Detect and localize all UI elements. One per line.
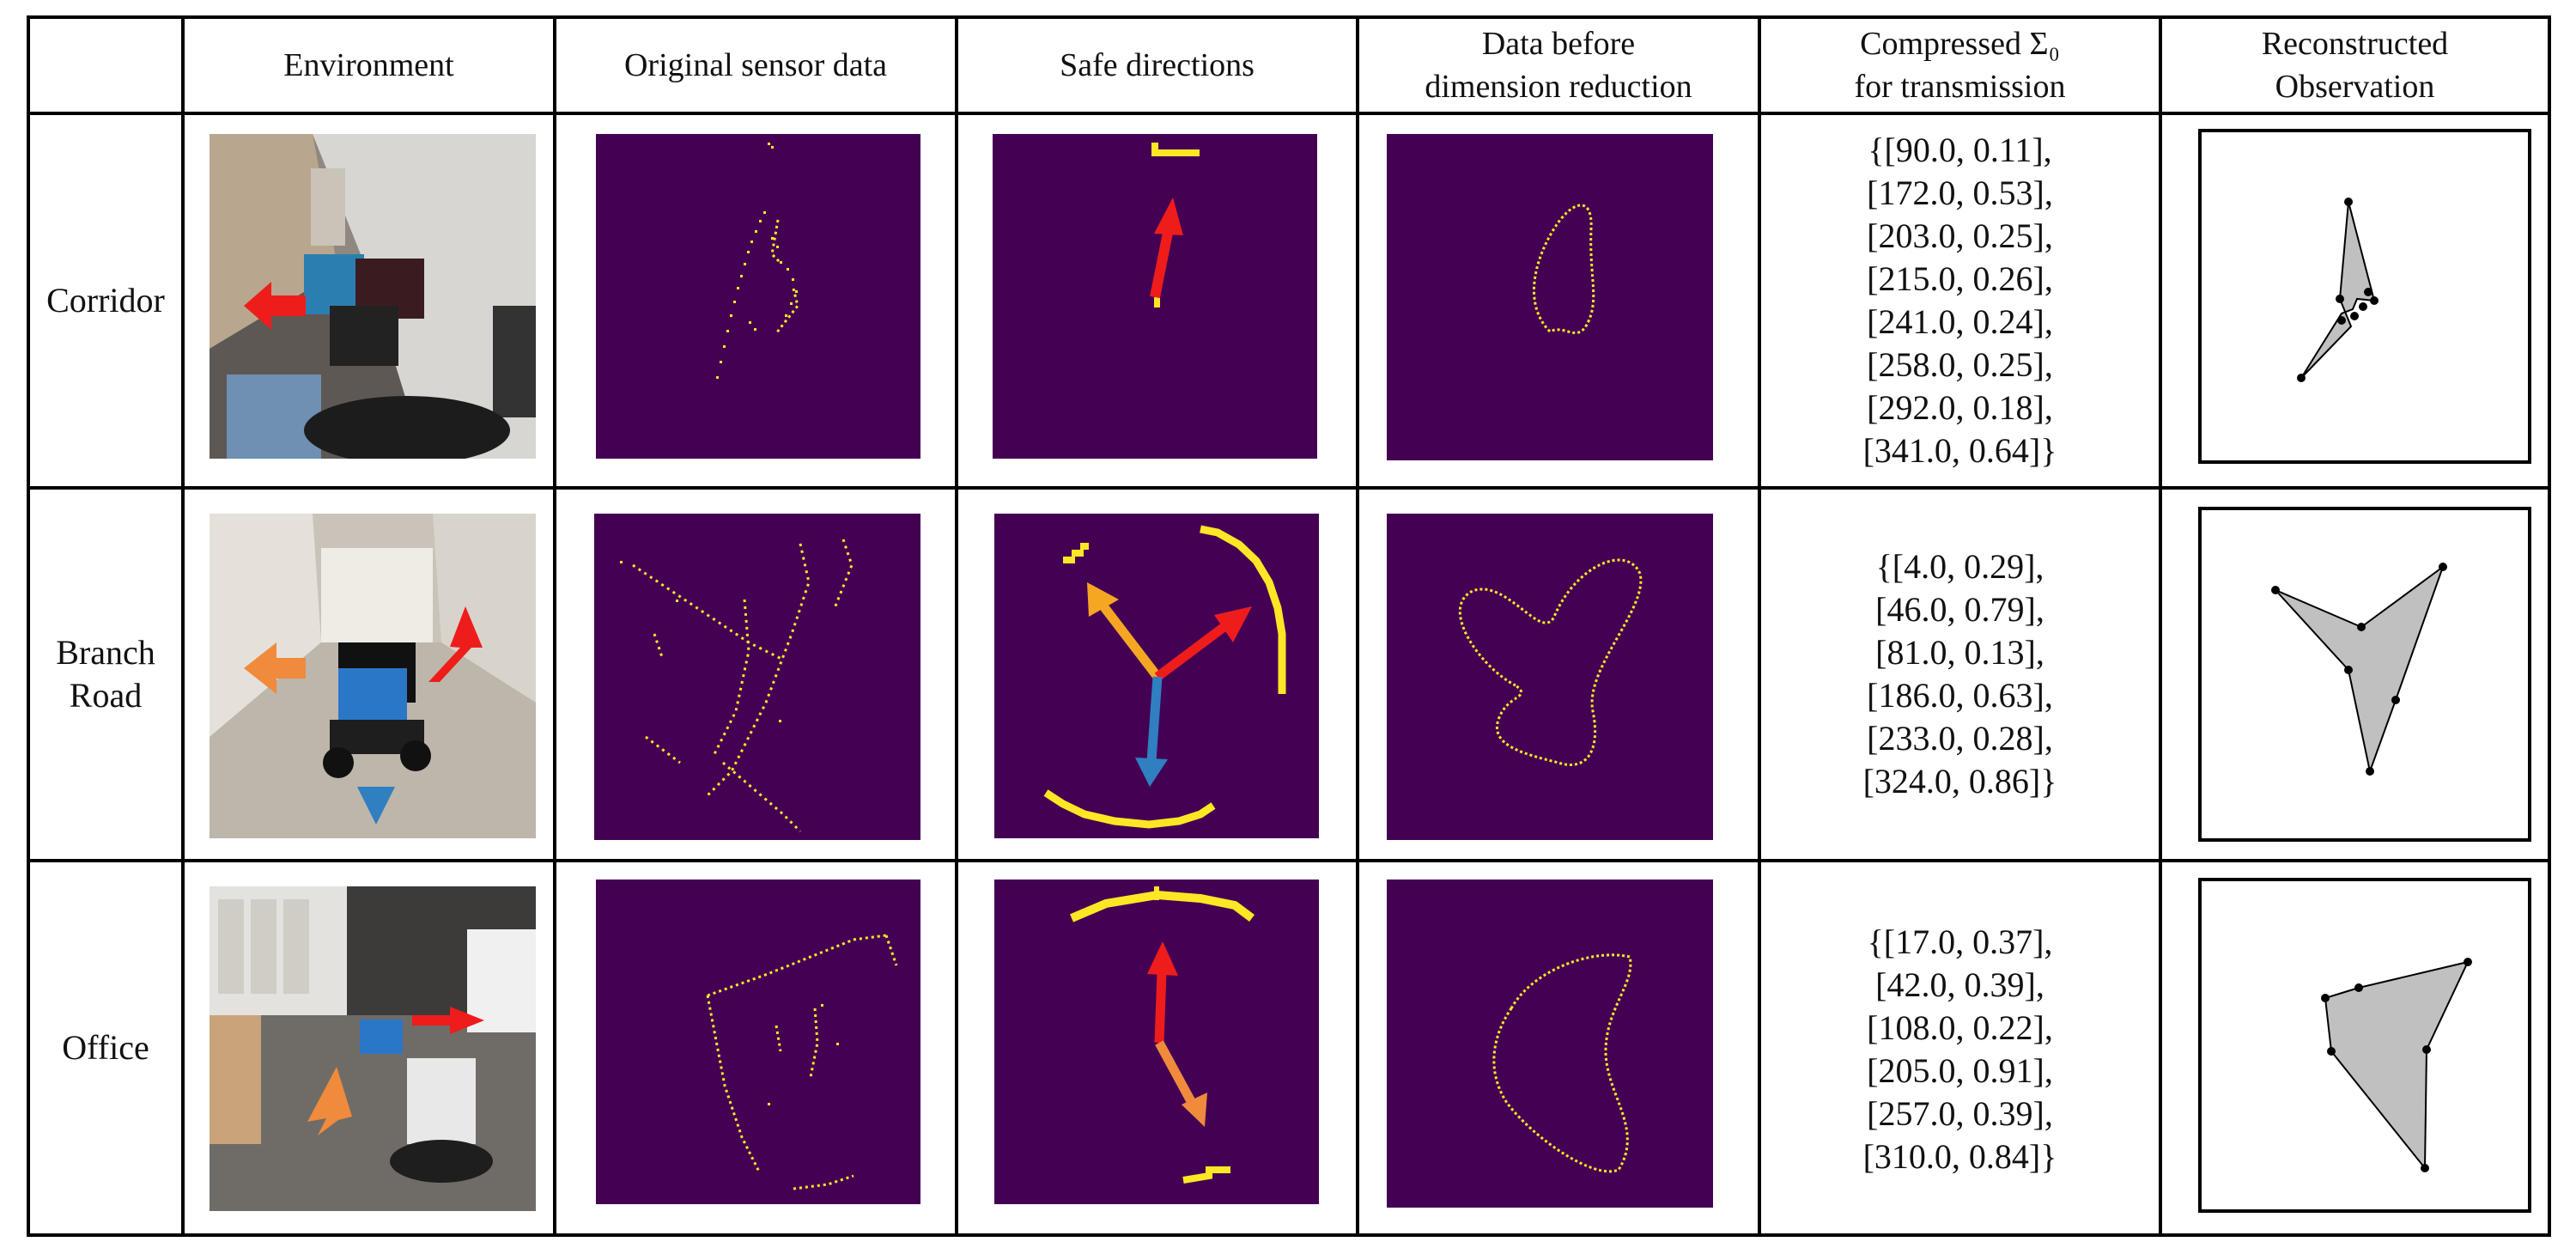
pre-reduction-plot-corridor (1387, 134, 1713, 460)
compressed-entry: [341.0, 0.64]} (1862, 431, 2057, 470)
safe-direction-arrow (1150, 227, 1174, 299)
compressed-entry: [205.0, 0.91], (1867, 1051, 2053, 1090)
header-original-sensor-data: Original sensor data (623, 47, 888, 83)
compressed-entry: [203.0, 0.25], (1867, 216, 2053, 255)
reconstructed-polygon-corridor (2198, 129, 2531, 464)
environment-photo-corridor (210, 134, 536, 459)
compressed-entry: [310.0, 0.84]} (1862, 1137, 2057, 1176)
safe-direction-arrow (1097, 600, 1162, 680)
environment-photo-branch-road (210, 514, 536, 838)
compressed-entry: [257.0, 0.39], (1867, 1094, 2053, 1133)
compressed-entry: [108.0, 0.22], (1867, 1008, 2053, 1047)
compressed-entry: {[90.0, 0.11], (1868, 131, 2052, 169)
pre-reduction-plot-branch-road (1387, 514, 1713, 840)
reconstructed-polygon-branch-road (2198, 507, 2531, 842)
row-label-office: Office (62, 1028, 149, 1067)
compressed-entry: [172.0, 0.53], (1867, 173, 2053, 212)
compressed-entry: [233.0, 0.28], (1867, 719, 2053, 758)
sensor-plot-branch-road (594, 514, 920, 840)
compressed-entry: [42.0, 0.39], (1875, 965, 2044, 1004)
compressed-entry: [215.0, 0.26], (1867, 259, 2053, 298)
safe-direction-arrow (1146, 676, 1163, 762)
header-compressed-sigma: Compressed Σ₀ for transmission (1854, 26, 2066, 105)
header-safe-directions: Safe directions (1060, 47, 1255, 83)
compressed-list-branch-road: {[4.0, 0.29], [46.0, 0.79], [81.0, 0.13]… (1759, 498, 2160, 850)
environment-photo-office (210, 886, 536, 1211)
safe-directions-plot-corridor (993, 134, 1317, 459)
compressed-entry: {[4.0, 0.29], (1875, 547, 2044, 586)
compressed-entry: [81.0, 0.13], (1875, 633, 2044, 672)
header-environment: Environment (283, 47, 454, 83)
compressed-entry: [241.0, 0.24], (1867, 302, 2053, 341)
compressed-list-corridor: {[90.0, 0.11], [172.0, 0.53], [203.0, 0.… (1759, 120, 2160, 481)
compressed-entry: [324.0, 0.86]} (1862, 762, 2057, 800)
compressed-entry: [258.0, 0.25], (1867, 345, 2053, 384)
header-reconstructed-observation: Reconstructed Observation (2261, 26, 2449, 105)
safe-directions-plot-branch-road (994, 514, 1319, 838)
compressed-entry: [292.0, 0.18], (1867, 388, 2053, 427)
safe-direction-arrow (1155, 1040, 1196, 1105)
sensor-plot-corridor (596, 134, 920, 459)
row-label-branch-road: Branch Road (56, 633, 155, 715)
compressed-list-office: {[17.0, 0.37], [42.0, 0.39], [108.0, 0.2… (1759, 869, 2160, 1230)
sensor-plot-office (596, 880, 920, 1204)
row-label-corridor: Corridor (46, 281, 165, 320)
safe-directions-plot-office (994, 880, 1319, 1204)
compressed-entry: {[17.0, 0.37], (1867, 922, 2053, 961)
pre-reduction-plot-office (1387, 880, 1713, 1208)
compressed-entry: [46.0, 0.79], (1875, 590, 2044, 629)
reconstructed-polygon-office (2198, 878, 2531, 1213)
compressed-entry: [186.0, 0.63], (1867, 676, 2053, 715)
safe-direction-arrow (1154, 621, 1230, 681)
header-data-before-reduction: Data before dimension reduction (1425, 26, 1692, 105)
safe-direction-arrow (1154, 971, 1167, 1044)
